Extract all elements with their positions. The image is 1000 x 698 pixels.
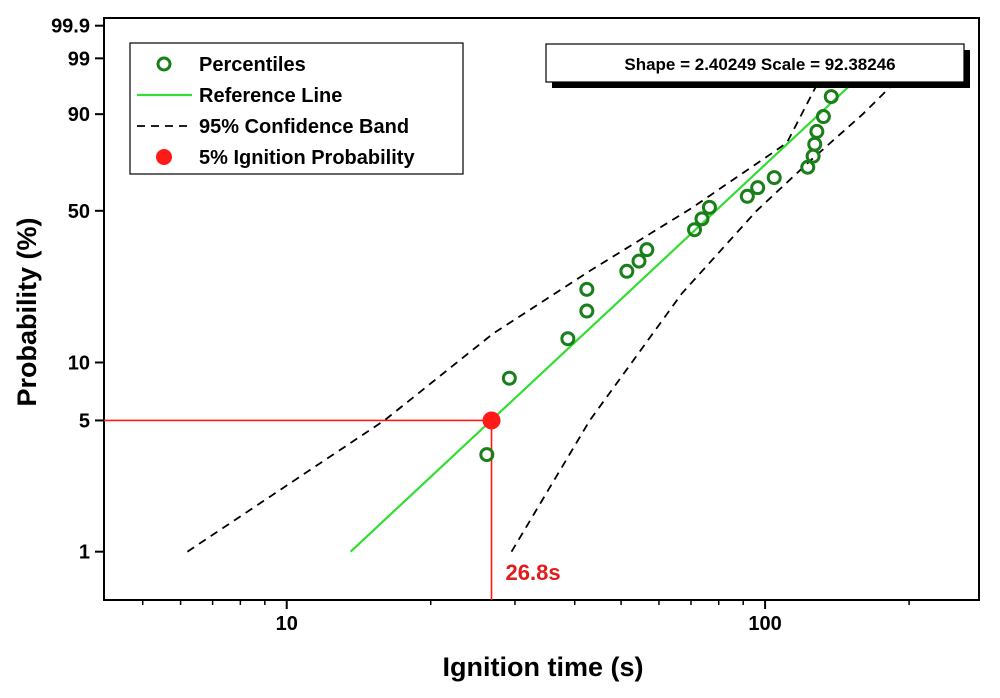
confidence-band-lower (510, 57, 920, 553)
percentile-marker (619, 263, 635, 279)
y-tick-label: 90 (68, 104, 90, 126)
percentile-marker (560, 331, 576, 347)
percentile-marker (809, 123, 825, 139)
percentile-marker (739, 188, 755, 204)
x-tick-label: 100 (748, 613, 781, 635)
percentile-marker (579, 303, 595, 319)
percentile-marker (579, 281, 595, 297)
y-axis-title: Probability (%) (12, 217, 42, 406)
y-tick-label: 1 (79, 542, 90, 564)
legend-label: Percentiles (199, 54, 306, 76)
y-tick-label: 50 (68, 201, 90, 223)
parameter-box: Shape = 2.40249 Scale = 92.38246 (545, 43, 970, 88)
data-layer: 26.8s (104, 57, 920, 600)
legend-box (129, 42, 464, 175)
percentile-marker (694, 211, 710, 227)
legend-swatch-ignition (156, 149, 172, 165)
percentile-marker (807, 136, 823, 152)
legend-label: 95% Confidence Band (199, 116, 409, 138)
axes-layer: 10 100 1 5 10 50 90 99 99.9 (51, 16, 980, 635)
percentile-marker (639, 242, 655, 258)
percentile-marker (823, 89, 839, 105)
x-axis-title: Ignition time (s) (443, 652, 644, 682)
percentile-marker (815, 109, 831, 125)
y-tick-label: 99 (68, 48, 90, 70)
legend-label: Reference Line (199, 85, 342, 107)
x-tick-label: 10 (276, 613, 298, 635)
y-tick-label: 5 (79, 410, 90, 432)
percentile-marker (631, 253, 647, 269)
parameter-box-frame (545, 43, 965, 83)
plot-frame (103, 17, 980, 601)
percentile-marker (687, 222, 703, 238)
percentile-marker (750, 180, 766, 196)
legend-label: 5% Ignition Probability (199, 147, 415, 169)
percentile-marker (701, 199, 717, 215)
parameter-text: Shape = 2.40249 Scale = 92.38246 (624, 55, 895, 74)
reference-line (349, 57, 880, 553)
y-tick-label: 99.9 (51, 16, 90, 38)
y-tick-label: 10 (68, 352, 90, 374)
legend: Percentiles Reference Line 95% Confidence … (129, 42, 464, 175)
ignition-time-label: 26.8s (506, 560, 561, 585)
ignition-5pct-marker (482, 411, 501, 430)
legend-swatch-percentiles (156, 56, 172, 72)
percentile-marker (479, 447, 495, 463)
percentile-marker (805, 148, 821, 164)
confidence-band-upper (186, 57, 832, 553)
percentile-marker (766, 170, 782, 186)
percentile-marker (501, 370, 517, 386)
